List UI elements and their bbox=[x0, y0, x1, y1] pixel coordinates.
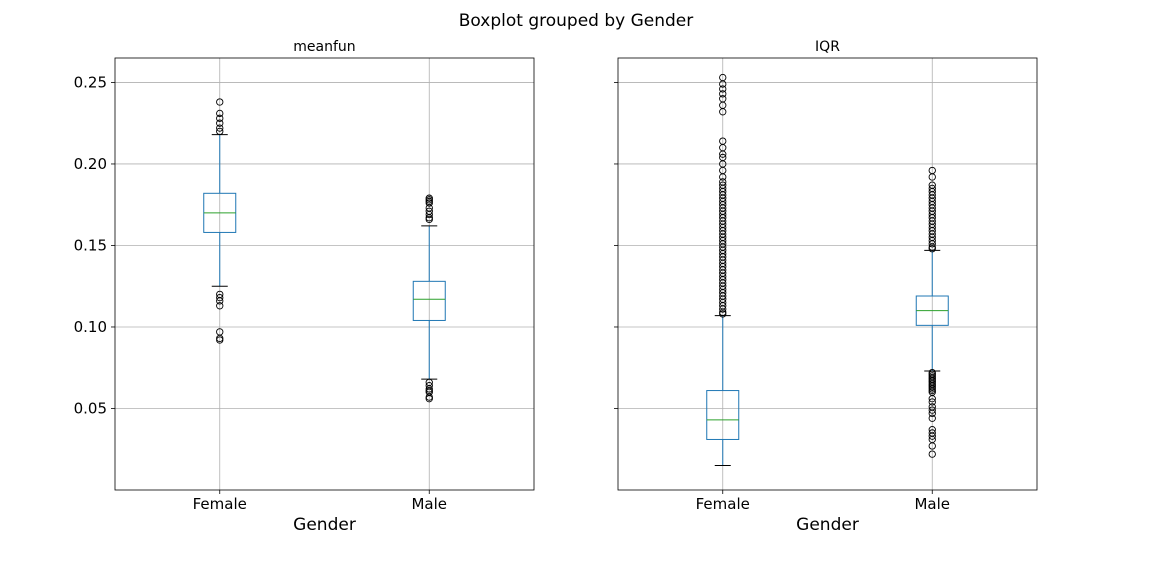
panel-iqr: Female Male IQR Gender bbox=[614, 39, 1038, 535]
outlier-point bbox=[719, 90, 727, 98]
iqr-box bbox=[412, 280, 446, 321]
iqr-box bbox=[706, 390, 740, 440]
outlier-point bbox=[928, 414, 936, 422]
box-female bbox=[203, 98, 237, 344]
box-male bbox=[915, 166, 949, 458]
outlier-point bbox=[216, 127, 224, 136]
outlier-point bbox=[216, 124, 224, 132]
x-tick-label: Female bbox=[696, 495, 750, 513]
outlier-point bbox=[928, 406, 936, 414]
x-axis-label: Gender bbox=[293, 515, 356, 535]
panel-title: IQR bbox=[815, 39, 840, 55]
outlier-point bbox=[216, 109, 224, 118]
axes-frame bbox=[617, 57, 1038, 491]
outlier-point bbox=[928, 245, 936, 253]
outlier-point bbox=[928, 173, 936, 181]
y-tick-label: 0.10 bbox=[74, 318, 107, 336]
outlier-point bbox=[928, 398, 936, 406]
outlier-point bbox=[719, 80, 727, 88]
axes-frame bbox=[114, 57, 535, 491]
outlier-point bbox=[719, 150, 727, 158]
outlier-point bbox=[719, 310, 727, 318]
outlier-point bbox=[928, 450, 936, 458]
y-tick-label: 0.05 bbox=[74, 399, 107, 417]
outlier-point bbox=[425, 215, 433, 224]
outlier-point bbox=[216, 119, 224, 127]
y-tick-label: 0.20 bbox=[74, 155, 107, 173]
outlier-point bbox=[719, 108, 727, 116]
outlier-point bbox=[928, 409, 936, 418]
outlier-point bbox=[216, 98, 224, 106]
outlier-point bbox=[216, 114, 224, 122]
outlier-point bbox=[425, 199, 433, 207]
box-male bbox=[412, 194, 446, 403]
outlier-point bbox=[216, 336, 224, 344]
outlier-point bbox=[719, 173, 727, 181]
outlier-point bbox=[719, 305, 727, 313]
panel-title: meanfun bbox=[293, 39, 355, 55]
y-tick-label: 0.25 bbox=[74, 73, 107, 91]
outlier-point bbox=[928, 240, 936, 248]
y-tick-label: 0.15 bbox=[74, 236, 107, 254]
outlier-point bbox=[928, 432, 936, 440]
x-axis-label: Gender bbox=[796, 515, 859, 535]
outlier-point bbox=[928, 442, 936, 450]
outlier-point bbox=[216, 293, 224, 302]
x-tick-label: Male bbox=[914, 495, 950, 513]
outlier-point bbox=[216, 297, 224, 305]
outlier-point bbox=[719, 85, 727, 93]
outlier-point bbox=[425, 395, 433, 403]
panel-meanfun: 0.05 0.10 0.15 0.20 0.25 Female Male meanfun Gen… bbox=[74, 39, 535, 535]
figure-title: Boxplot grouped by Gender bbox=[459, 11, 694, 31]
outlier-point bbox=[928, 395, 936, 403]
outlier-point bbox=[216, 302, 224, 310]
x-tick-label: Male bbox=[411, 495, 447, 513]
x-tick-label: Female bbox=[193, 495, 247, 513]
outlier-point bbox=[425, 210, 433, 219]
box-female bbox=[706, 73, 740, 467]
